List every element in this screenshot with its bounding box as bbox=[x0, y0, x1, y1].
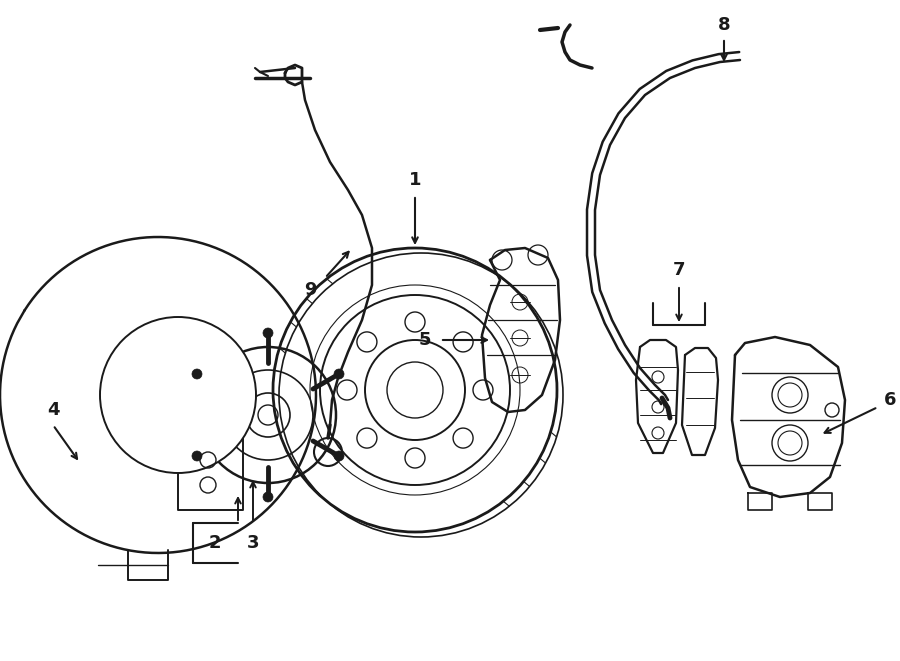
Circle shape bbox=[334, 369, 344, 379]
Text: 6: 6 bbox=[884, 391, 896, 409]
Circle shape bbox=[263, 328, 273, 338]
Circle shape bbox=[192, 451, 202, 461]
Text: 3: 3 bbox=[247, 534, 259, 552]
Text: 5: 5 bbox=[418, 331, 431, 349]
Text: 4: 4 bbox=[47, 401, 59, 419]
Text: 1: 1 bbox=[409, 171, 421, 189]
Circle shape bbox=[334, 451, 344, 461]
Text: 7: 7 bbox=[673, 261, 685, 279]
Circle shape bbox=[263, 492, 273, 502]
Text: 9: 9 bbox=[304, 281, 316, 299]
Circle shape bbox=[100, 317, 256, 473]
Circle shape bbox=[192, 369, 202, 379]
Text: 2: 2 bbox=[209, 534, 221, 552]
Text: 8: 8 bbox=[717, 16, 730, 34]
